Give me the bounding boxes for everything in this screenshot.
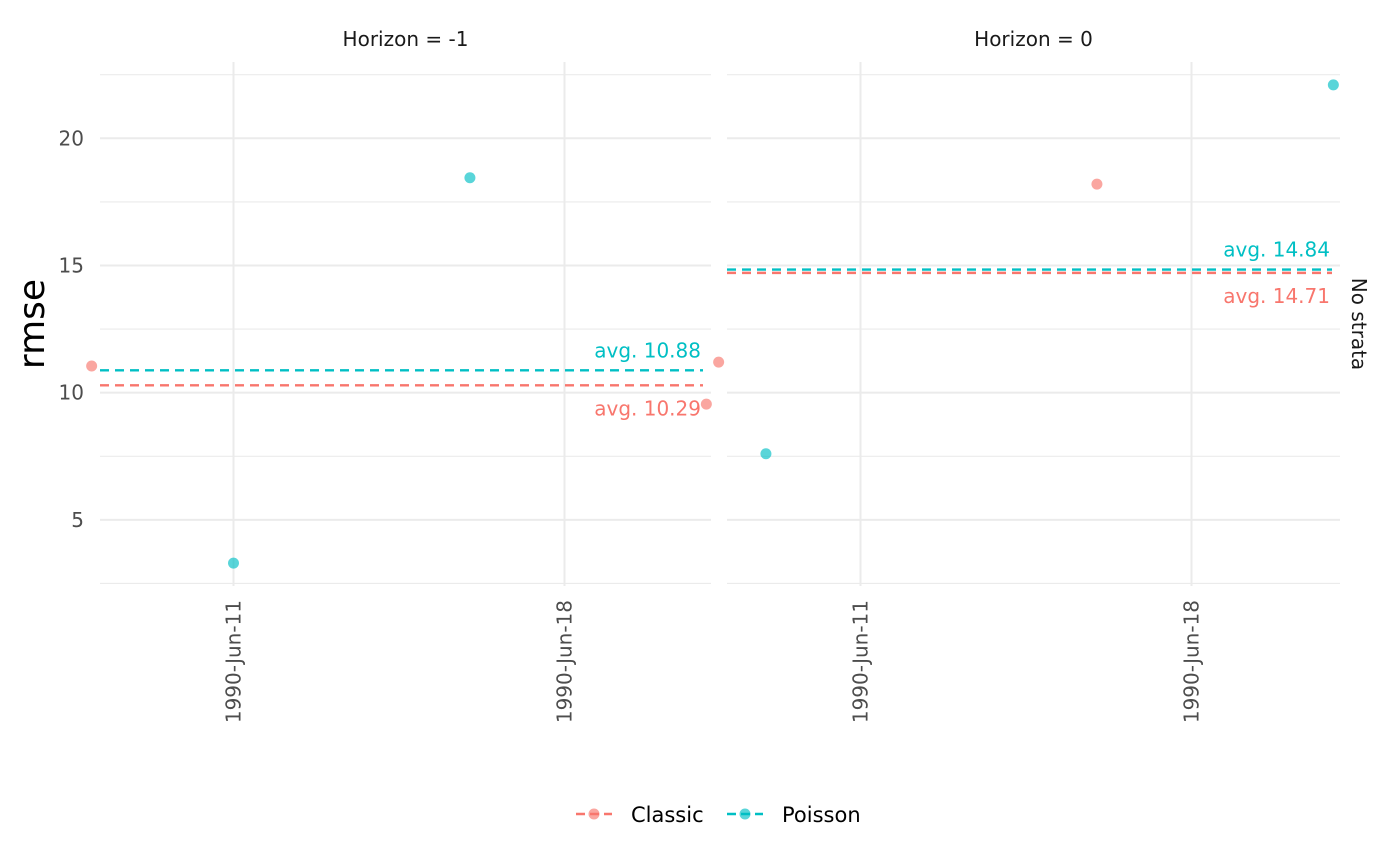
y-axis: 5 10 15 20 (59, 126, 84, 532)
y-tick-label: 15 (59, 253, 84, 277)
data-point (713, 356, 725, 368)
strata-strip-label: No strata (1347, 278, 1371, 370)
x-tick-label: 1990-Jun-11 (849, 600, 873, 723)
panels-layer: 1990-Jun-11 1990-Jun-18 Horizon = -1 avg. 1… (86, 27, 1340, 723)
legend-key: Classic (576, 803, 704, 827)
x-tick-label: 1990-Jun-11 (222, 600, 246, 723)
legend-marker (588, 808, 600, 820)
y-tick-label: 10 (59, 381, 84, 405)
average-label: avg. 14.84 (1223, 238, 1330, 262)
y-tick-label: 5 (71, 508, 84, 532)
data-point (760, 448, 772, 460)
x-tick-label: 1990-Jun-18 (553, 600, 577, 723)
legend-marker (739, 808, 751, 820)
facet-panel: 1990-Jun-11 1990-Jun-18 Horizon = -1 avg. 1… (86, 27, 712, 723)
legend-label: Poisson (782, 803, 861, 827)
y-axis-title: rmse (12, 279, 53, 369)
legend-key: Poisson (727, 803, 861, 827)
average-label: avg. 10.29 (594, 396, 701, 420)
data-point (228, 557, 239, 569)
x-tick-label: 1990-Jun-18 (1180, 600, 1204, 723)
data-point (1091, 178, 1103, 190)
average-label: avg. 10.88 (594, 338, 701, 362)
facet-strip-title: Horizon = 0 (974, 27, 1093, 51)
data-point (464, 172, 476, 184)
data-point (86, 360, 98, 372)
y-tick-label: 20 (59, 126, 84, 150)
legend-label: Classic (631, 803, 704, 827)
data-point (700, 398, 712, 410)
legend: Classic Poisson (576, 803, 861, 827)
average-label: avg. 14.71 (1223, 284, 1330, 308)
facet-strip-title: Horizon = -1 (343, 27, 469, 51)
data-point (1327, 79, 1339, 91)
facet-panel: 1990-Jun-11 1990-Jun-18 Horizon = 0 avg. 14… (713, 27, 1340, 723)
